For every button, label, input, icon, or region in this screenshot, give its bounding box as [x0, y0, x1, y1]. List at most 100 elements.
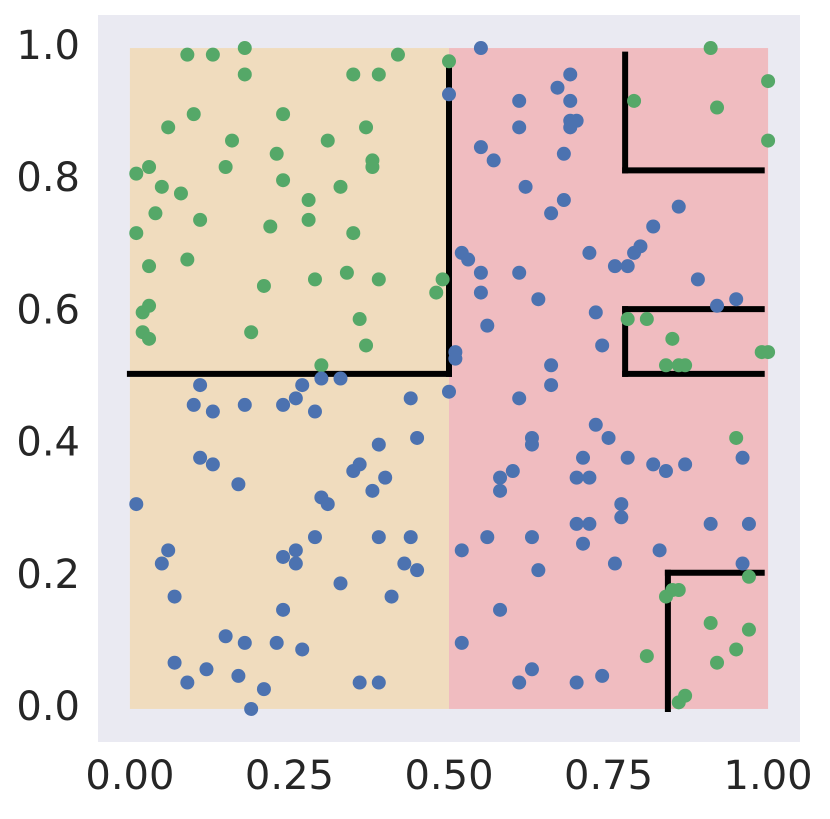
data-point: [320, 497, 335, 512]
data-point: [276, 549, 291, 564]
data-point: [658, 358, 673, 373]
data-point: [276, 107, 291, 122]
data-point: [371, 675, 386, 690]
data-point: [193, 378, 208, 393]
data-point: [703, 41, 718, 56]
data-point: [346, 67, 361, 82]
y-tick-label: 0.4: [16, 420, 80, 466]
data-point: [646, 457, 661, 472]
data-point: [620, 259, 635, 274]
data-point: [493, 483, 508, 498]
data-point: [307, 272, 322, 287]
x-tick-label: 0.25: [245, 753, 334, 799]
data-point: [231, 477, 246, 492]
data-point: [301, 212, 316, 227]
data-point: [276, 173, 291, 188]
data-point: [544, 206, 559, 221]
data-point: [365, 483, 380, 498]
data-point: [512, 265, 527, 280]
data-point: [639, 312, 654, 327]
data-point: [390, 47, 405, 62]
data-point: [129, 226, 144, 241]
data-point: [148, 206, 163, 221]
data-point: [473, 265, 488, 280]
data-point: [314, 358, 329, 373]
data-point: [761, 74, 776, 89]
data-point: [180, 675, 195, 690]
x-tick-label: 0.50: [404, 753, 493, 799]
data-point: [761, 133, 776, 148]
data-point: [142, 259, 157, 274]
data-point: [307, 530, 322, 545]
data-point: [652, 543, 667, 558]
data-point: [620, 450, 635, 465]
x-tick-label: 1.00: [724, 753, 813, 799]
y-tick-label: 0.0: [16, 684, 80, 730]
data-point: [205, 404, 220, 419]
data-point: [582, 245, 597, 260]
data-point: [678, 688, 693, 703]
data-point: [710, 298, 725, 313]
data-point: [448, 351, 463, 366]
data-point: [269, 635, 284, 650]
data-point: [231, 668, 246, 683]
data-point: [142, 160, 157, 175]
data-point: [544, 358, 559, 373]
data-point: [735, 556, 750, 571]
data-point: [761, 345, 776, 360]
data-point: [588, 305, 603, 320]
data-point: [352, 675, 367, 690]
data-point: [544, 378, 559, 393]
data-point: [512, 391, 527, 406]
data-point: [320, 133, 335, 148]
data-point: [314, 371, 329, 386]
data-point: [256, 278, 271, 293]
data-point: [199, 662, 214, 677]
data-point: [569, 516, 584, 531]
data-point: [403, 530, 418, 545]
data-point: [646, 219, 661, 234]
data-point: [582, 516, 597, 531]
data-point: [346, 226, 361, 241]
data-point: [256, 682, 271, 697]
data-point: [371, 437, 386, 452]
data-point: [307, 404, 322, 419]
data-point: [129, 497, 144, 512]
data-point: [205, 47, 220, 62]
data-point: [531, 292, 546, 307]
data-point: [435, 272, 450, 287]
data-point: [639, 649, 654, 664]
data-point: [512, 93, 527, 108]
data-point: [237, 41, 252, 56]
data-point: [442, 384, 456, 399]
y-tick-label: 1.0: [16, 23, 80, 69]
data-point: [531, 563, 546, 578]
data-point: [180, 252, 195, 267]
data-point: [371, 272, 386, 287]
data-point: [276, 602, 291, 617]
data-point: [397, 556, 412, 571]
data-point: [486, 153, 501, 168]
data-point: [454, 543, 469, 558]
data-point: [237, 635, 252, 650]
data-point: [429, 285, 444, 300]
data-point: [442, 54, 456, 69]
data-point: [173, 186, 188, 201]
data-point: [454, 635, 469, 650]
data-point: [352, 312, 367, 327]
data-point: [186, 397, 201, 412]
data-point: [461, 252, 476, 267]
data-point: [205, 457, 220, 472]
data-point: [627, 93, 642, 108]
data-point: [710, 100, 725, 115]
data-point: [244, 701, 259, 716]
data-point: [505, 464, 520, 479]
x-tick-label: 0.75: [564, 753, 653, 799]
data-point: [690, 272, 705, 287]
data-point: [371, 67, 386, 82]
data-point: [473, 41, 488, 56]
data-point: [288, 391, 303, 406]
y-tick-label: 0.2: [16, 552, 80, 598]
data-point: [193, 450, 208, 465]
